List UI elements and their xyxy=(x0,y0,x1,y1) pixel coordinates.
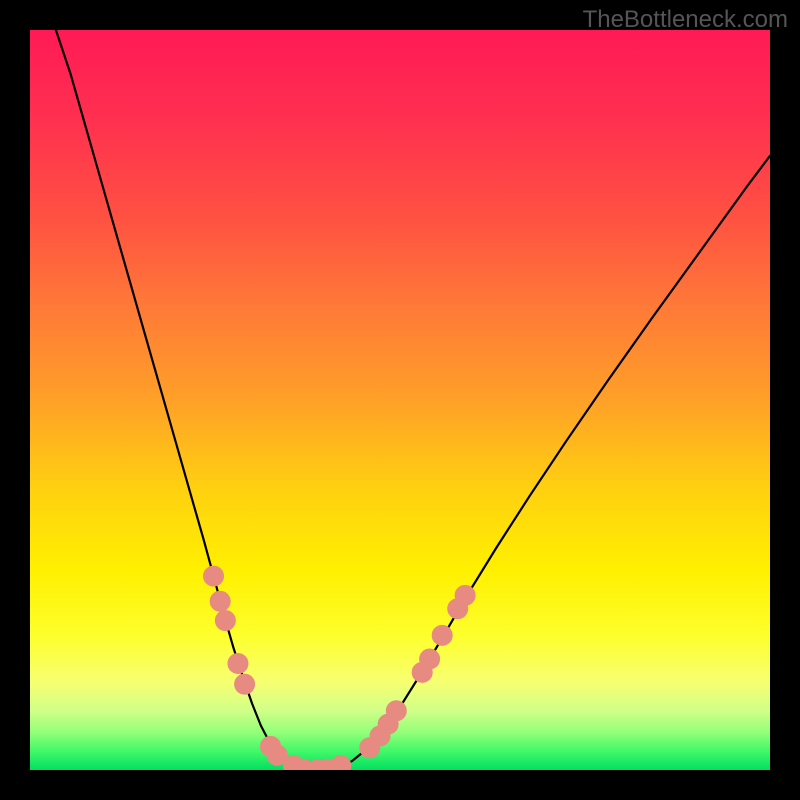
data-marker xyxy=(235,674,255,694)
data-marker xyxy=(420,649,440,669)
data-marker xyxy=(228,653,248,673)
data-marker xyxy=(455,585,475,605)
data-marker xyxy=(215,611,235,631)
chart-background xyxy=(30,30,770,770)
data-marker xyxy=(432,625,452,645)
data-marker xyxy=(204,566,224,586)
data-marker xyxy=(386,701,406,721)
data-marker xyxy=(210,591,230,611)
chart-svg xyxy=(30,30,770,770)
chart-plot-area xyxy=(30,30,770,770)
watermark-text: TheBottleneck.com xyxy=(583,6,788,34)
